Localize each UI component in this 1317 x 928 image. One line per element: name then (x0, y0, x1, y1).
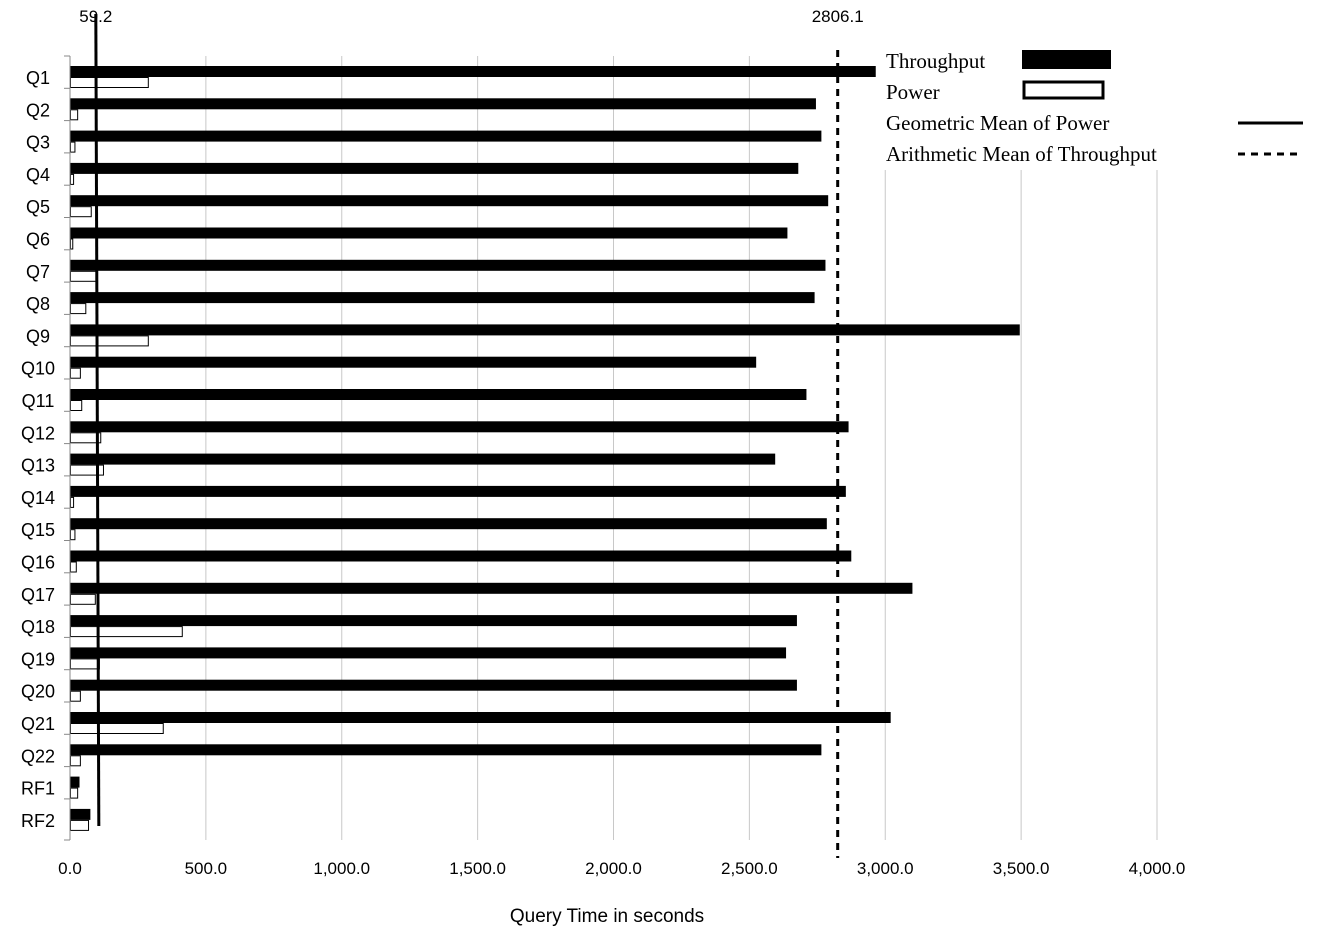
category-label: Q3 (26, 133, 50, 153)
x-tick-label: 0.0 (58, 859, 82, 878)
category-label: Q1 (26, 68, 50, 88)
category-label: Q4 (26, 165, 50, 185)
x-tick-labels: 0.0 500.0 1,000.0 1,500.0 2,000.0 2,500.0 3,00… (58, 859, 1185, 878)
power-bar (70, 755, 81, 767)
power-bar (70, 367, 81, 379)
throughput-bar (70, 162, 799, 174)
throughput-bar (70, 98, 816, 110)
power-bar (70, 400, 83, 411)
throughput-bar (70, 227, 788, 239)
x-tick-label: 4,000.0 (1129, 859, 1186, 878)
category-label: Q7 (26, 262, 50, 282)
category-label: Q11 (22, 391, 55, 411)
power-bar (70, 723, 164, 734)
x-tick-label: 1,500.0 (449, 859, 506, 878)
category-label: Q14 (21, 488, 55, 508)
power-bar (70, 626, 183, 638)
category-label: Q12 (21, 423, 55, 443)
x-tick-label: 500.0 (185, 859, 228, 878)
power-bar (70, 819, 90, 831)
throughput-bar (70, 356, 757, 368)
throughput-bar (70, 776, 80, 788)
throughput-bar (70, 453, 776, 465)
throughput-bar (70, 485, 846, 497)
power-bar (70, 335, 149, 347)
bars (70, 66, 1020, 831)
throughput-bar (70, 292, 815, 304)
throughput-bar (70, 712, 891, 723)
power-bar (70, 270, 98, 282)
throughput-bar (70, 808, 91, 820)
category-label: Q2 (26, 100, 50, 120)
reference-lines: 59.2 2806.1 (79, 7, 864, 858)
legend-label: Arithmetic Mean of Throughput (886, 142, 1157, 166)
category-label: Q21 (21, 714, 55, 734)
power-bar (70, 787, 79, 799)
legend-label: Geometric Mean of Power (886, 111, 1109, 135)
reference-line-label: 2806.1 (812, 7, 864, 26)
throughput-bar (70, 389, 807, 400)
x-tick-label: 1,000.0 (313, 859, 370, 878)
throughput-bar (70, 615, 797, 627)
throughput-bar (70, 259, 826, 271)
category-label: Q20 (21, 682, 55, 702)
power-bar (70, 496, 75, 508)
legend: Throughput Power Geometric Mean of Power Ar… (880, 40, 1310, 170)
power-bar (70, 173, 75, 185)
throughput-bar (70, 130, 822, 142)
category-label: Q19 (21, 649, 55, 669)
power-bar (70, 77, 149, 88)
power-bar (70, 109, 79, 121)
power-bar (70, 303, 87, 315)
category-label: Q16 (21, 553, 55, 573)
x-tick-label: 2,500.0 (721, 859, 778, 878)
category-label: Q17 (21, 585, 55, 605)
throughput-bar (70, 647, 787, 659)
power-bar (70, 206, 92, 218)
category-label: RF1 (21, 779, 55, 799)
throughput-bar (70, 550, 852, 562)
legend-swatch-throughput (1022, 50, 1111, 69)
y-tick-labels: Q1 Q2 Q3 Q4 Q5 Q6 Q7 Q8 Q9 Q10 Q11 Q12 Q13 Q14 Q15 Q16 Q… (21, 68, 55, 831)
category-label: Q10 (21, 359, 55, 379)
power-bar (70, 238, 74, 250)
throughput-bar (70, 518, 827, 530)
throughput-bar (70, 582, 913, 594)
geometric-mean-line (94, 13, 101, 827)
category-label: Q5 (26, 197, 50, 217)
power-bar (70, 658, 100, 670)
power-bar (70, 529, 76, 541)
legend-label: Power (886, 80, 940, 104)
category-label: Q15 (21, 520, 55, 540)
category-label: Q18 (21, 617, 55, 637)
category-label: Q6 (26, 230, 50, 250)
x-tick-label: 2,000.0 (585, 859, 642, 878)
legend-swatch-power (1022, 80, 1105, 100)
category-label: Q9 (26, 326, 50, 346)
x-tick-label: 3,000.0 (857, 859, 914, 878)
power-bar (70, 561, 77, 573)
power-bar (70, 141, 76, 153)
legend-label: Throughput (886, 49, 985, 73)
x-axis-title: Query Time in seconds (510, 906, 704, 927)
category-label: RF2 (21, 811, 55, 831)
throughput-bar (70, 679, 797, 691)
throughput-bar (70, 324, 1020, 336)
throughput-bar (70, 195, 829, 207)
throughput-bar (70, 421, 849, 433)
grid-lines (205, 56, 1158, 840)
power-bar (70, 593, 96, 605)
throughput-bar (70, 744, 822, 756)
category-label: Q13 (21, 456, 55, 476)
power-bar (70, 690, 81, 702)
axes (64, 55, 71, 841)
throughput-bar (70, 66, 876, 77)
category-label: Q8 (26, 294, 50, 314)
reference-line-label: 59.2 (79, 7, 112, 26)
category-label: Q22 (21, 746, 55, 766)
x-tick-label: 3,500.0 (993, 859, 1050, 878)
